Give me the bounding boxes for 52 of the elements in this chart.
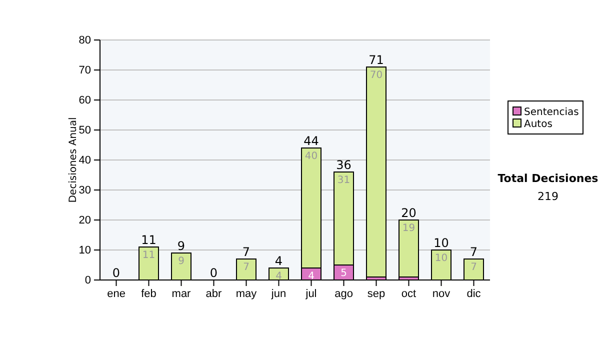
x-tick-label: jul (304, 288, 317, 300)
total-label: 7 (470, 245, 478, 259)
total-label: 71 (368, 53, 384, 67)
x-tick-label: feb (141, 288, 156, 300)
x-tick-label: sep (367, 288, 386, 300)
x-tick-label: ago (334, 288, 353, 300)
y-tick-label: 10 (78, 244, 91, 257)
x-tick-label: oct (401, 288, 416, 300)
data-label: 10 (434, 253, 448, 264)
total-label: 10 (434, 236, 449, 250)
x-tick-label: dic (466, 288, 482, 300)
total-label: 0 (112, 266, 120, 280)
total-label: 44 (304, 134, 319, 148)
x-tick-label: jun (270, 288, 286, 300)
data-label: 4 (276, 271, 282, 282)
y-tick-label: 80 (78, 34, 91, 47)
data-label: 7 (470, 262, 477, 273)
total-label: 0 (210, 266, 218, 280)
y-tick-label: 60 (78, 94, 91, 107)
text: Total Decisiones (498, 172, 599, 185)
bar (366, 66, 386, 278)
y-tick-label: 20 (78, 214, 91, 227)
total-label: 11 (141, 233, 156, 247)
total-label: 7 (242, 245, 250, 259)
data-label: 31 (337, 175, 350, 186)
x-tick-label: ene (107, 288, 126, 300)
total-label: 36 (336, 158, 352, 172)
total-label: 9 (177, 239, 186, 253)
x-tick-label: nov (432, 288, 451, 300)
y-tick-label: 0 (84, 274, 91, 287)
x-tick-label: abr (206, 288, 222, 300)
bar (398, 220, 419, 278)
y-tick-label: 30 (78, 184, 91, 197)
data-label: 9 (178, 256, 184, 267)
total-label: 4 (274, 254, 283, 268)
y-tick-label: 50 (78, 124, 91, 137)
data-label: 70 (370, 70, 383, 81)
x-tick-label: mar (172, 288, 192, 300)
data-label: 40 (304, 151, 318, 162)
legend-label: Sentencias (524, 107, 579, 118)
text: 219 (538, 190, 558, 203)
y-tick-label: 70 (78, 64, 91, 77)
data-label: 4 (308, 271, 314, 282)
x-tick-label: may (236, 288, 258, 300)
total-label: 20 (401, 206, 416, 220)
y-axis-title: Decisiones Anual (68, 117, 79, 203)
data-label: 5 (340, 268, 347, 279)
data-label: 19 (402, 223, 416, 234)
legend-label: Autos (524, 119, 552, 130)
data-label: 7 (243, 262, 250, 273)
data-label: 11 (142, 250, 156, 261)
y-tick-label: 40 (78, 154, 91, 167)
